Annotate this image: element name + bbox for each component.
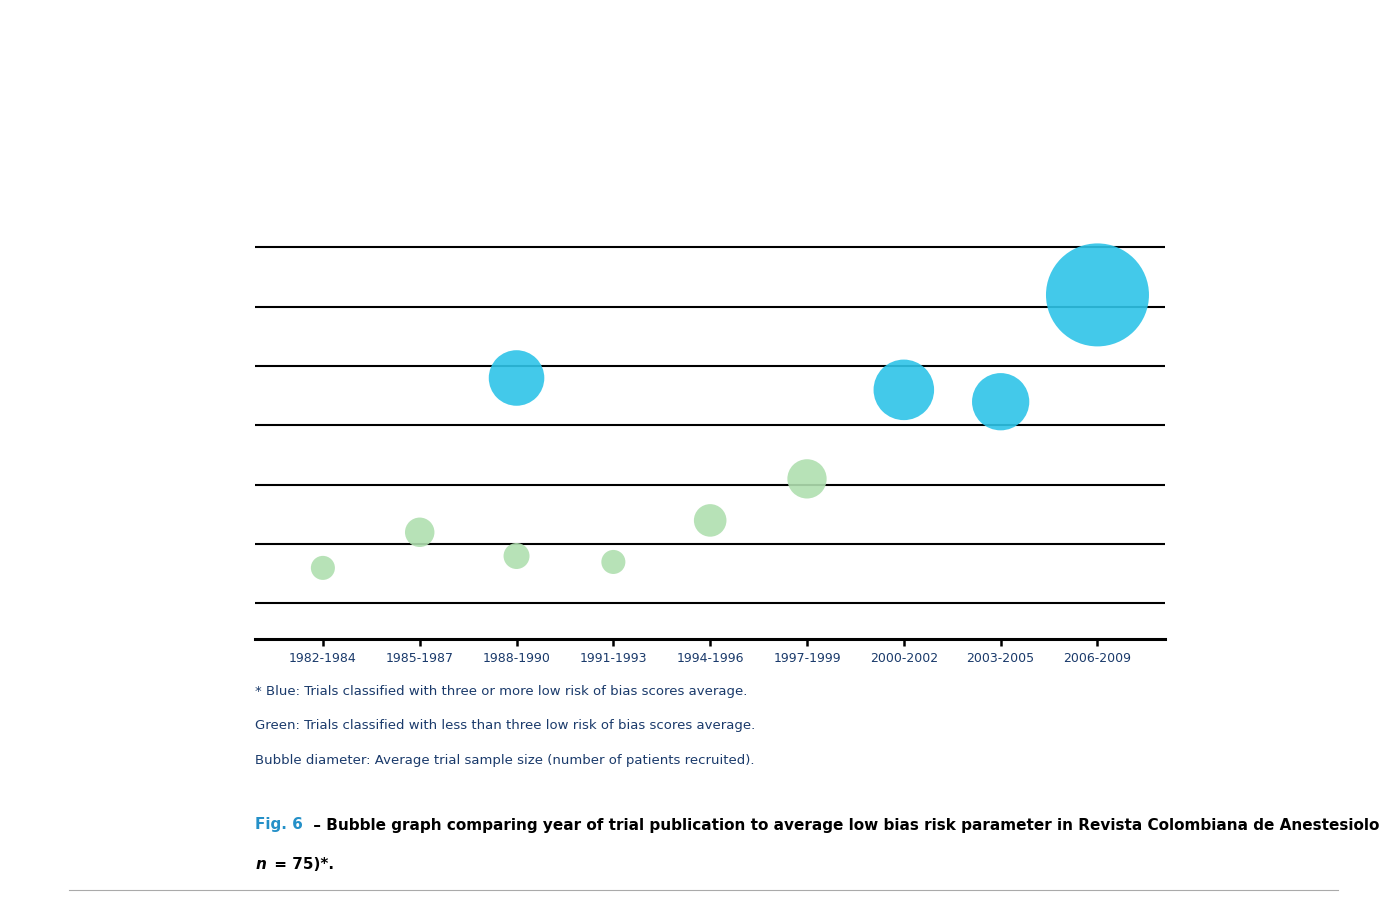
Point <box>506 549 528 563</box>
Text: * Blue: Trials classified with three or more low risk of bias scores average.: * Blue: Trials classified with three or … <box>255 685 747 698</box>
Point <box>506 371 528 385</box>
Text: Fig. 6: Fig. 6 <box>255 816 303 832</box>
Point <box>1087 288 1109 302</box>
Point <box>408 525 430 540</box>
Point <box>892 383 914 397</box>
Point <box>796 471 818 486</box>
Text: Bubble diameter: Average trial sample size (number of patients recruited).: Bubble diameter: Average trial sample si… <box>255 754 754 767</box>
Text: – Bubble graph comparing year of trial publication to average low bias risk para: – Bubble graph comparing year of trial p… <box>308 816 1379 833</box>
Text: n: n <box>255 856 266 872</box>
Point <box>312 561 334 575</box>
Text: Green: Trials classified with less than three low risk of bias scores average.: Green: Trials classified with less than … <box>255 719 756 732</box>
Point <box>990 394 1012 409</box>
Point <box>699 513 721 528</box>
Text: = 75)*.: = 75)*. <box>269 856 334 872</box>
Point <box>603 554 625 570</box>
